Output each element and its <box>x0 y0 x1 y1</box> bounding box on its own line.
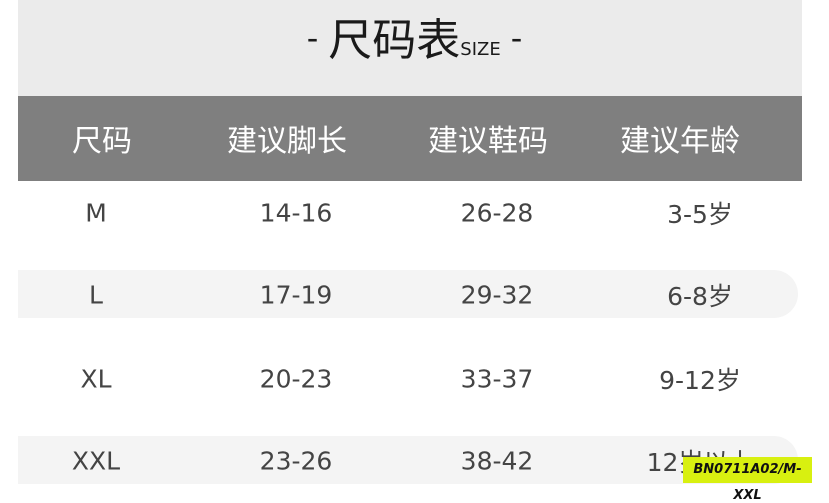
header-cell: 建议年龄 <box>620 124 740 159</box>
table-cell: 6-8岁 <box>667 282 733 311</box>
header-cell: 建议鞋码 <box>428 124 548 159</box>
table-cell: 9-12岁 <box>659 366 741 395</box>
table-cell: 20-23 <box>259 364 333 394</box>
title-suffix: - <box>510 19 523 57</box>
table-cell: 14-16 <box>259 198 333 228</box>
table-cell: 23-26 <box>259 446 333 476</box>
table-cell: XXL <box>71 446 121 476</box>
header-cell: 建议脚长 <box>227 124 347 159</box>
title-prefix: - <box>306 19 319 57</box>
table-cell: 33-37 <box>460 364 534 394</box>
table-header <box>18 96 802 181</box>
title: - 尺码表SIZE - <box>0 4 829 68</box>
table-cell: 29-32 <box>460 280 534 310</box>
table-cell: 38-42 <box>460 446 534 476</box>
table-cell: L <box>89 280 103 310</box>
table-cell: 26-28 <box>460 198 534 228</box>
table-cell: M <box>85 198 107 228</box>
table-cell: 17-19 <box>259 280 333 310</box>
header-cell: 尺码 <box>72 124 132 159</box>
row-band <box>18 436 798 484</box>
table-cell: XL <box>80 364 112 394</box>
title-bar <box>18 0 802 96</box>
title-sub: SIZE <box>460 39 501 60</box>
product-tag: BN0711A02/M-XXL <box>683 457 812 503</box>
table-cell: 3-5岁 <box>667 200 733 229</box>
title-main: 尺码表 <box>328 15 461 66</box>
row-band <box>18 270 798 318</box>
